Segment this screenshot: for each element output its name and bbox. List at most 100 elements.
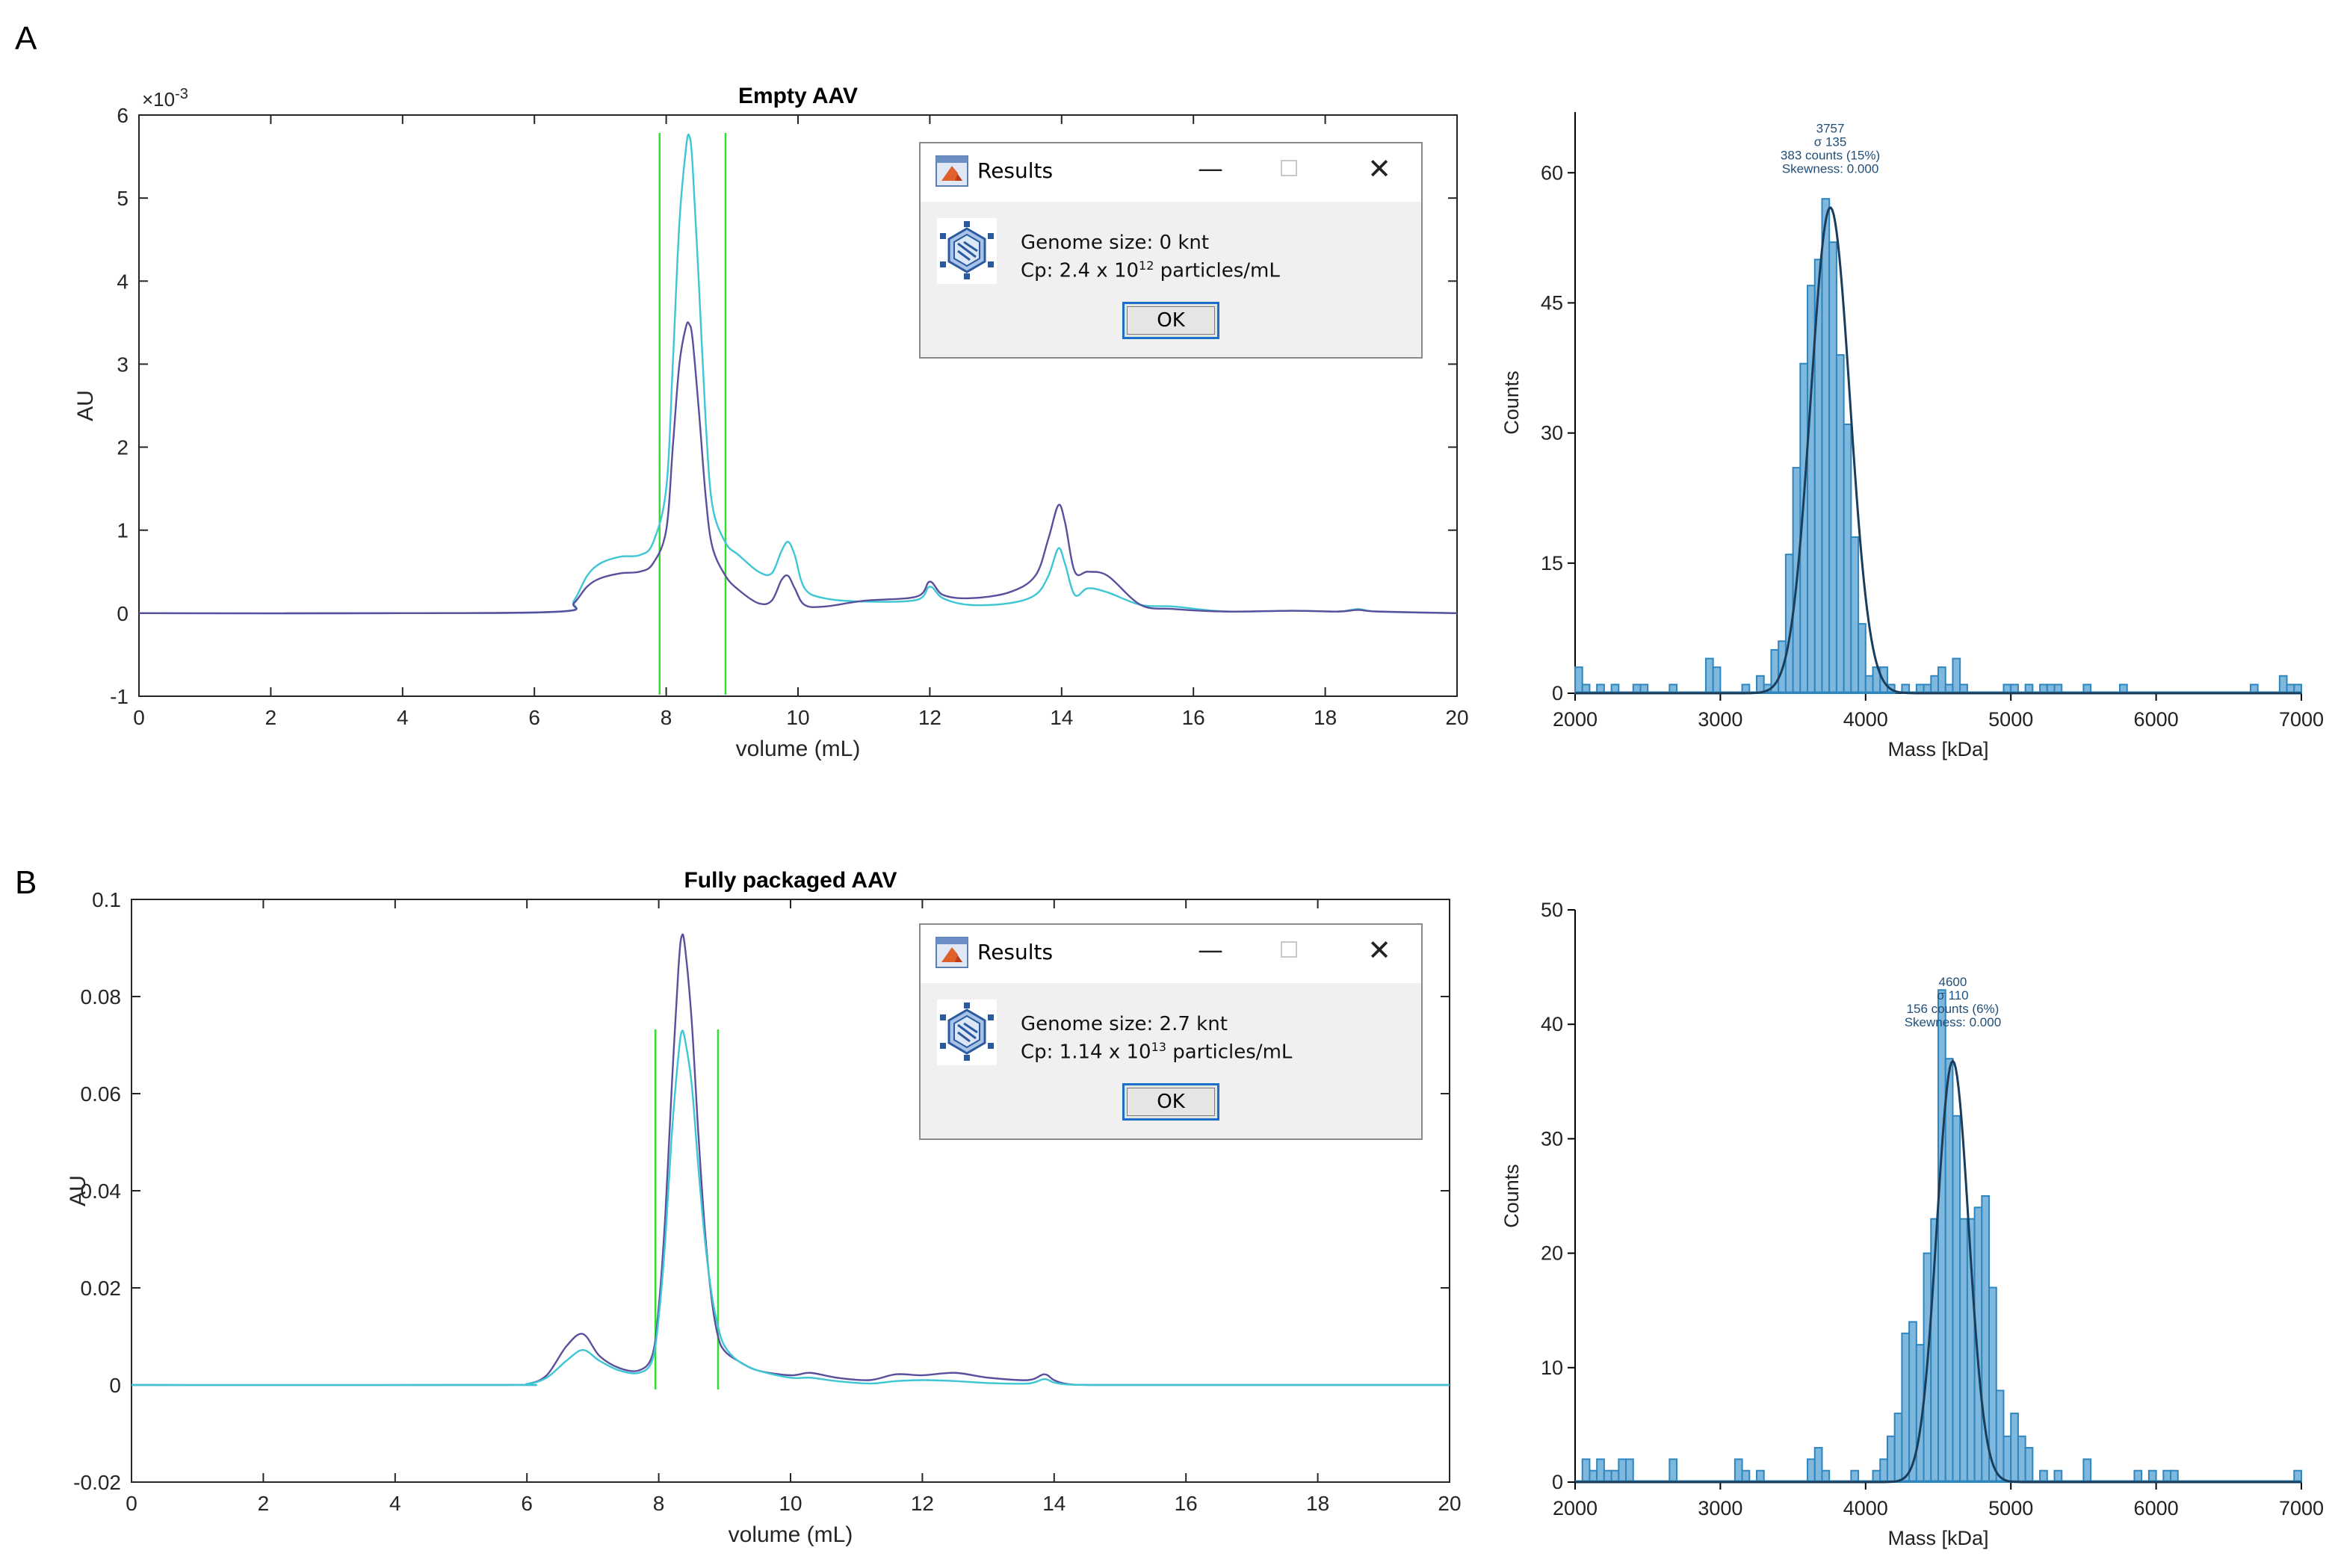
y-tick-label: 20 xyxy=(1541,1242,1563,1265)
x-tick-label: 12 xyxy=(918,706,941,729)
x-tick-label: 0 xyxy=(133,706,145,729)
fit-annotation-line: 156 counts (6%) xyxy=(1907,1002,2000,1016)
dialog-title: Results xyxy=(977,940,1054,964)
concentration-text: Cp: 1.14 x 1013 particles/mL xyxy=(1021,1040,1292,1064)
y-tick-label: 5 xyxy=(117,187,129,210)
ok-button-focus-ring xyxy=(1127,1088,1215,1116)
histogram-bar xyxy=(1625,1458,1634,1483)
y-tick-label: 60 xyxy=(1541,161,1563,184)
histogram-bar xyxy=(1959,1218,1968,1483)
histogram-bar xyxy=(1734,1458,1743,1483)
results-dialog-b: Results — ✕ Genome size: 2.7 knt Cp: 1.1… xyxy=(919,923,1423,1140)
cp-exponent: 13 xyxy=(1151,1040,1166,1054)
y-exponent-power: -3 xyxy=(175,86,188,102)
y-tick-label: 1 xyxy=(117,519,129,542)
x-tick-label: 8 xyxy=(661,706,672,729)
y-tick-label: 30 xyxy=(1541,422,1563,444)
x-tick-label: 7000 xyxy=(2279,1497,2324,1519)
y-tick-label: 6 xyxy=(117,104,129,127)
x-tick-label: 16 xyxy=(1175,1492,1198,1515)
x-axis-label: Mass [kDa] xyxy=(1887,1527,1988,1549)
chart-empty-aav-mass-histogram: 0 15 30 45 60 2000 3000 4000 5000 6000 7000 Mass [k… xyxy=(1500,112,2324,760)
series-line-0 xyxy=(138,133,1458,615)
y-tick-label: 0.06 xyxy=(81,1082,122,1106)
fit-annotation-line: 3757 xyxy=(1816,122,1845,136)
y-tick-label: -0.02 xyxy=(73,1471,121,1494)
histogram-bar xyxy=(1886,1435,1896,1483)
x-tick-label: 3000 xyxy=(1698,708,1742,731)
histogram-bar xyxy=(1843,424,1852,694)
y-tick-label: 10 xyxy=(1541,1357,1563,1379)
aav-capsid-icon xyxy=(937,1000,997,1065)
x-tick-label: 2000 xyxy=(1553,708,1598,731)
y-tick-label: 0.08 xyxy=(81,985,122,1008)
ok-button[interactable]: OK xyxy=(1122,302,1219,339)
x-tick-label: 8 xyxy=(653,1492,665,1515)
histogram-bar xyxy=(1821,198,1831,695)
histogram-bar xyxy=(1864,675,1874,695)
x-tick-label: 4000 xyxy=(1843,708,1888,731)
cp-exponent: 12 xyxy=(1139,258,1154,273)
minimize-button[interactable]: — xyxy=(1198,154,1223,184)
y-tick-label: 2 xyxy=(117,436,129,459)
minimize-button[interactable]: — xyxy=(1198,935,1223,965)
fit-annotation-line: σ 135 xyxy=(1814,135,1847,149)
ok-button-label: OK xyxy=(1157,309,1185,332)
y-tick-label: 0.02 xyxy=(81,1277,122,1300)
y-axis-label: AU xyxy=(73,390,98,421)
y-tick-label: 40 xyxy=(1541,1013,1563,1035)
histogram-bar xyxy=(2024,1447,2034,1484)
histogram-bar xyxy=(1807,1458,1816,1483)
histogram-bar xyxy=(1835,354,1845,694)
maximize-button[interactable] xyxy=(1281,941,1297,958)
close-button[interactable]: ✕ xyxy=(1367,934,1391,967)
histogram-bar xyxy=(1581,1458,1591,1483)
x-tick-label: 10 xyxy=(786,706,809,729)
x-tick-label: 14 xyxy=(1042,1492,1066,1515)
ok-button-focus-ring xyxy=(1127,306,1215,335)
histogram-bar xyxy=(2082,1458,2092,1483)
histogram-bar xyxy=(1668,1458,1678,1483)
x-tick-label: 7000 xyxy=(2279,708,2324,731)
histogram-bar xyxy=(1828,241,1837,695)
fit-annotation-line: σ 110 xyxy=(1937,988,1968,1003)
fit-annotation-line: Skewness: 0.000 xyxy=(1782,162,1878,176)
chart-title: Empty AAV xyxy=(738,84,858,108)
histogram-bar xyxy=(2017,1435,2026,1483)
fit-annotation-line: 383 counts (15%) xyxy=(1781,149,1880,163)
y-tick-label: 0.04 xyxy=(81,1180,122,1203)
histogram-bar xyxy=(1858,623,1867,695)
x-tick-label: 18 xyxy=(1306,1492,1329,1515)
histogram-bar xyxy=(1893,1413,1903,1483)
x-tick-label: 5000 xyxy=(1988,1497,2033,1519)
y-tick-label: 3 xyxy=(117,353,129,376)
chart-title: Fully packaged AAV xyxy=(684,868,897,893)
x-tick-label: 2 xyxy=(258,1492,270,1515)
histogram-bar xyxy=(1756,675,1765,695)
gaussian-fit-line xyxy=(1575,1059,2301,1484)
histogram-bar xyxy=(1901,1332,1911,1483)
maximize-button[interactable] xyxy=(1281,160,1297,176)
series-line-1 xyxy=(138,321,1458,615)
histogram-bar xyxy=(1952,1115,1961,1483)
x-tick-label: 5000 xyxy=(1988,708,2033,731)
close-button[interactable]: ✕ xyxy=(1367,152,1391,185)
histogram-bar xyxy=(1937,666,1946,695)
ok-button-label: OK xyxy=(1157,1091,1185,1113)
x-axis-label: volume (mL) xyxy=(729,1522,853,1547)
histogram-bar xyxy=(1618,1458,1627,1483)
matlab-icon xyxy=(935,937,968,968)
x-tick-label: 10 xyxy=(779,1492,802,1515)
ok-button[interactable]: OK xyxy=(1122,1083,1219,1121)
histogram-bar xyxy=(1930,675,1940,695)
genome-size-text: Genome size: 0 knt xyxy=(1021,232,1210,254)
x-tick-label: 2000 xyxy=(1553,1497,1598,1519)
y-tick-label: 0 xyxy=(1552,682,1563,704)
x-tick-label: 14 xyxy=(1050,706,1073,729)
x-tick-label: 2 xyxy=(265,706,277,729)
concentration-text: Cp: 2.4 x 1012 particles/mL xyxy=(1021,258,1280,282)
x-tick-label: 4 xyxy=(397,706,409,729)
y-tick-label: 0 xyxy=(117,602,129,625)
x-tick-label: 4000 xyxy=(1843,1497,1888,1519)
y-tick-label: 50 xyxy=(1541,899,1563,921)
